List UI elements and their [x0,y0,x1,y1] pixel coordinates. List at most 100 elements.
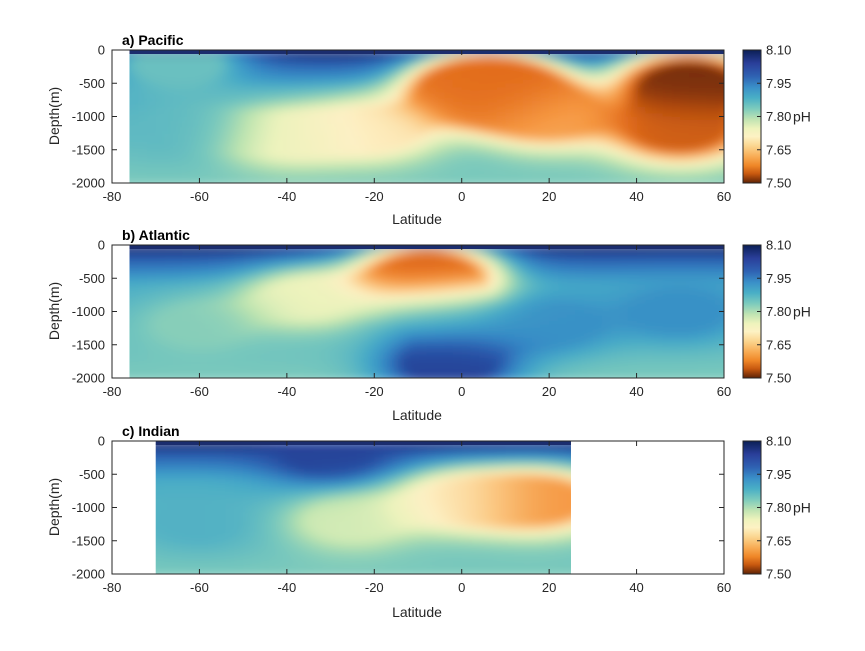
pacific-ph-cell [146,149,157,154]
pacific-ph-cell [181,93,192,98]
pacific-ph-cell [549,153,559,157]
atlantic-ph-cell [339,318,349,323]
pacific-ph-cell [584,69,594,74]
atlantic-ph-cell [330,274,340,279]
atlantic-ph-cell [505,298,515,303]
pacific-ph-cell [374,109,384,114]
pacific-ph-cell [348,86,358,91]
atlantic-ph-cell [400,354,410,359]
atlantic-ph-cell [462,378,471,382]
pacific-ph-cell [295,93,305,98]
pacific-ph-cell [146,89,157,94]
pacific-ph-cell [304,129,314,134]
pacific-ph-cell [155,56,166,61]
atlantic-ph-cell [155,308,166,313]
atlantic-ph-cell [365,274,375,279]
atlantic-ph-cell [383,284,393,289]
atlantic-ph-cell [181,354,192,359]
pacific-ph-cell [181,56,192,61]
atlantic-ph-cell [208,334,218,339]
atlantic-ph-cell [479,291,489,296]
atlantic-ph-cell [365,294,375,299]
pacific-ph-cell [286,53,297,58]
pacific-ph-cell [601,69,611,74]
atlantic-ph-cell [243,348,253,352]
pacific-ph-cell [697,156,708,161]
atlantic-ph-cell [418,331,428,336]
pacific-ph-cell [356,59,367,64]
pacific-ph-cell [356,99,367,104]
pacific-ph-cell [707,183,716,187]
atlantic-ph-cell [278,361,288,366]
pacific-ph-cell [645,119,655,124]
pacific-ph-cell [680,79,690,84]
pacific-ph-cell [706,96,716,101]
pacific-ph-cell [234,176,244,181]
pacific-ph-cell [348,83,358,88]
atlantic-ph-cell [225,321,235,326]
pacific-ph-cell [636,99,646,104]
atlantic-ph-cell [138,351,148,356]
pacific-ph-cell [522,53,533,58]
atlantic-ph-cell [216,348,227,352]
pacific-ph-cell [243,63,253,68]
pacific-ph-cell [662,96,673,101]
pacific-ph-cell [505,119,515,124]
pacific-ph-cell [575,169,585,174]
pacific-ph-cell [654,63,664,68]
pacific-ph-cell [400,146,410,151]
pacific-ph-cell [452,66,463,71]
atlantic-ph-cell [278,351,288,356]
atlantic-ph-cell [418,274,428,279]
atlantic-ph-cell [321,271,332,276]
pacific-ph-cell [304,109,314,114]
pacific-ph-cell [461,179,472,183]
atlantic-ph-cell [409,248,419,253]
atlantic-ph-cell [260,321,270,326]
pacific-ph-cell [444,89,454,94]
pacific-ph-cell [671,173,681,177]
pacific-ph-cell [479,83,489,88]
pacific-ph-cell [339,126,349,131]
atlantic-ph-cell [365,348,375,352]
atlantic-ph-cell [286,311,297,316]
pacific-ph-cell [313,69,323,74]
atlantic-ph-cell [313,351,323,356]
atlantic-ph-cell [505,251,515,256]
pacific-ph-cell [155,123,166,128]
pacific-ph-cell [365,153,375,157]
pacific-ph-cell [566,156,576,161]
pacific-ph-cell [706,63,716,68]
pacific-ph-cell [391,63,402,68]
atlantic-ph-cell [391,371,402,376]
pacific-ph-cell [584,79,594,84]
pacific-ph-cell [461,163,472,167]
pacific-ph-cell [286,149,297,154]
atlantic-ph-cell [505,261,515,266]
atlantic-ph-cell [374,278,384,283]
atlantic-ph-cell [470,351,480,356]
atlantic-ph-cell [374,331,384,336]
pacific-ph-cell [479,59,489,64]
pacific-ph-cell [733,90,742,94]
atlantic-ph-cell [522,361,533,366]
atlantic-ph-cell [391,348,402,352]
atlantic-ph-cell [514,374,524,378]
pacific-ph-cell [348,156,358,161]
atlantic-ph-cell [295,248,305,253]
atlantic-ph-cell [243,341,253,346]
pacific-ph-cell [540,129,550,134]
pacific-ph-cell [129,159,131,164]
pacific-ph-cell [584,119,594,124]
atlantic-ph-cell [243,331,253,336]
atlantic-ph-cell [339,331,349,336]
pacific-ph-cell [216,56,227,61]
atlantic-ph-cell [138,261,148,266]
atlantic-ph-cell [251,304,262,309]
atlantic-ph-cell [251,251,262,256]
pacific-ph-cell [645,106,655,111]
atlantic-ph-cell [461,278,472,283]
atlantic-ph-cell [496,358,507,362]
pacific-ph-cell [619,136,629,141]
pacific-ph-cell [697,179,708,183]
